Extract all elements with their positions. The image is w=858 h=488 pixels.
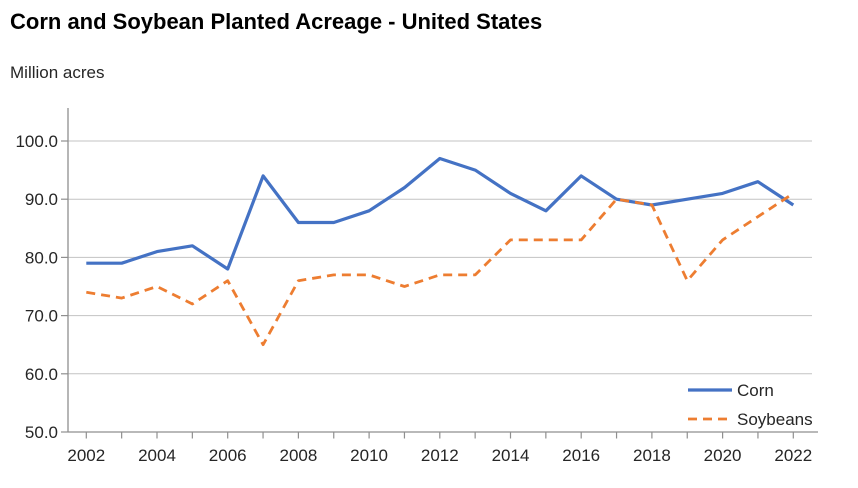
x-tick-label: 2008 (279, 446, 317, 465)
x-tick-label: 2022 (774, 446, 812, 465)
y-tick-label: 80.0 (25, 248, 58, 267)
x-tick-label: 2012 (421, 446, 459, 465)
x-tick-label: 2020 (704, 446, 742, 465)
legend: Corn Soybeans (688, 381, 813, 429)
chart-title: Corn and Soybean Planted Acreage - Unite… (10, 9, 543, 34)
y-tick-label: 90.0 (25, 190, 58, 209)
x-tick-label: 2002 (67, 446, 105, 465)
x-tick-label: 2016 (562, 446, 600, 465)
corn-line (86, 156, 795, 271)
x-axis-ticks (85, 432, 794, 439)
x-tick-label: 2014 (492, 446, 530, 465)
gridlines (68, 140, 812, 433)
x-tick-label: 2006 (209, 446, 247, 465)
y-axis-units-label: Million acres (10, 63, 105, 82)
y-tick-label: 50.0 (25, 423, 58, 442)
legend-soybeans-label: Soybeans (737, 410, 813, 429)
x-tick-label: 2010 (350, 446, 388, 465)
x-tick-label: 2018 (633, 446, 671, 465)
y-tick-label: 60.0 (25, 365, 58, 384)
x-tick-label: 2004 (138, 446, 176, 465)
legend-corn-label: Corn (737, 381, 774, 400)
y-tick-label: 70.0 (25, 307, 58, 326)
y-axis-ticks (61, 140, 68, 433)
y-axis-labels: 50.0 60.0 70.0 80.0 90.0 100.0 (15, 132, 58, 442)
x-axis-labels: 2002 2004 2006 2008 2010 2012 2014 2016 2018 2020… (67, 446, 812, 465)
y-tick-label: 100.0 (15, 132, 58, 151)
soybeans-line (86, 192, 795, 347)
